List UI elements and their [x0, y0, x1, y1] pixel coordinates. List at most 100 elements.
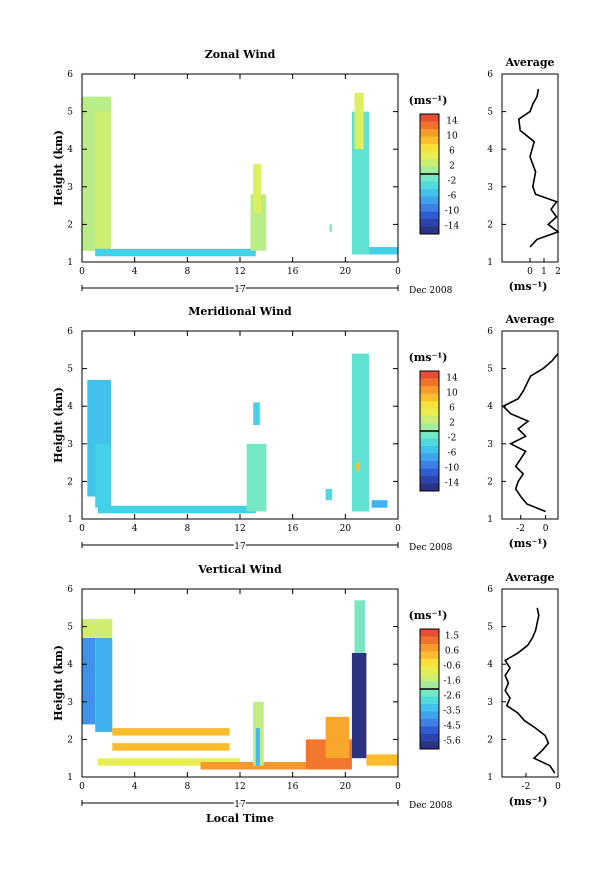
average-y-tick-label: 3 — [487, 698, 493, 708]
colorbar-swatch — [420, 114, 439, 122]
data-region — [253, 402, 260, 425]
colorbar-swatch — [420, 438, 439, 447]
y-tick-label: 6 — [67, 70, 73, 80]
colorbar-swatch — [420, 674, 439, 682]
data-region — [97, 505, 256, 514]
date-label: Dec 2008 — [409, 286, 453, 296]
data-region — [325, 716, 350, 759]
data-region — [351, 652, 367, 759]
colorbar-swatch — [420, 219, 439, 227]
y-tick-label: 6 — [67, 327, 73, 337]
x-tick-label: 4 — [132, 782, 138, 792]
average-y-tick-label: 5 — [487, 108, 493, 118]
colorbar-unit-label: (ms⁻¹) — [409, 351, 448, 364]
average-y-tick-label: 5 — [487, 623, 493, 633]
colorbar-tick-label: -3.5 — [443, 707, 461, 717]
colorbar-swatch — [420, 166, 439, 175]
colorbar-tick-label: -5.6 — [443, 737, 461, 747]
colorbar-swatch — [420, 468, 439, 477]
colorbar-tick-label: 14 — [446, 117, 458, 127]
average-title: Average — [504, 56, 554, 69]
colorbar-unit-label: (ms⁻¹) — [409, 609, 448, 622]
colorbar-swatch — [420, 371, 439, 379]
colorbar-swatch — [420, 151, 439, 160]
colorbar-tick-label: -2 — [448, 434, 457, 444]
y-axis-label: Height (km) — [52, 130, 65, 206]
colorbar-swatch — [420, 393, 439, 402]
x-tick-label: 0 — [395, 267, 401, 277]
x-tick-label: 0 — [395, 782, 401, 792]
data-region — [366, 754, 398, 766]
x-tick-label: 16 — [287, 524, 299, 534]
x-tick-label: 20 — [340, 267, 352, 277]
colorbar-swatch — [420, 129, 439, 137]
y-tick-label: 5 — [67, 108, 73, 118]
y-tick-label: 4 — [67, 145, 73, 155]
average-title: Average — [504, 571, 554, 584]
data-region — [95, 443, 111, 508]
average-frame — [501, 588, 559, 778]
colorbar-swatch — [420, 226, 439, 235]
colorbar-swatch — [420, 211, 439, 220]
panel-title: Zonal Wind — [205, 48, 276, 61]
colorbar-swatch — [420, 196, 439, 205]
local-time-xlabel: Local Time — [206, 812, 274, 825]
average-frame — [501, 73, 559, 263]
date-label: Dec 2008 — [409, 801, 453, 811]
colorbar-swatch — [420, 181, 439, 190]
colorbar-swatch — [420, 636, 439, 645]
x-tick-label: 0 — [79, 267, 85, 277]
y-tick-label: 5 — [67, 365, 73, 375]
x-tick-label: 12 — [234, 524, 245, 534]
colorbar-swatch — [420, 681, 439, 690]
colorbar-tick-label: -14 — [445, 222, 460, 232]
x-tick-label: 16 — [287, 782, 299, 792]
average-y-tick-label: 4 — [487, 402, 493, 412]
data-region — [82, 637, 96, 725]
colorbar-swatch — [420, 726, 439, 735]
date-label: Dec 2008 — [409, 543, 453, 553]
data-region — [355, 462, 360, 471]
average-y-tick-label: 6 — [487, 327, 493, 337]
x-tick-label: 0 — [79, 782, 85, 792]
plot-frame — [81, 73, 399, 263]
average-x-tick-label: 2 — [555, 267, 561, 277]
average-title: Average — [504, 313, 554, 326]
colorbar-tick-label: -10 — [445, 207, 460, 217]
data-region — [95, 248, 256, 257]
colorbar-swatch — [420, 476, 439, 484]
y-axis-label: Height (km) — [52, 387, 65, 463]
average-profile-line — [504, 607, 556, 774]
panel-title: Meridional Wind — [188, 305, 292, 318]
y-tick-label: 3 — [67, 440, 73, 450]
colorbar-tick-label: -4.5 — [443, 722, 461, 732]
data-region — [200, 762, 313, 770]
data-region — [253, 164, 262, 214]
average-y-tick-label: 3 — [487, 183, 493, 193]
average-frame — [501, 330, 559, 520]
colorbar-swatch — [420, 446, 439, 454]
colorbar-tick-label: 6 — [449, 404, 455, 414]
colorbar-swatch — [420, 136, 439, 145]
average-y-tick-label: 2 — [487, 220, 493, 230]
data-region — [371, 500, 388, 508]
data-region — [112, 728, 230, 736]
colorbar-tick-label: 14 — [446, 374, 458, 384]
colorbar-tick-label: -1.6 — [443, 677, 461, 687]
average-x-tick-label: 0 — [543, 524, 549, 534]
colorbar-swatch — [420, 696, 439, 705]
colorbar-swatch — [420, 651, 439, 660]
average-y-tick-label: 1 — [487, 258, 493, 268]
data-region — [82, 619, 113, 638]
average-y-tick-label: 1 — [487, 515, 493, 525]
average-unit-label: (ms⁻¹) — [509, 537, 548, 550]
colorbar-swatch — [420, 659, 439, 667]
colorbar-tick-label: 2 — [449, 419, 455, 429]
x-tick-label: 4 — [132, 267, 138, 277]
colorbar-swatch — [420, 689, 439, 697]
average-x-tick-label: -2 — [522, 782, 531, 792]
data-region — [369, 247, 398, 255]
average-unit-label: (ms⁻¹) — [509, 795, 548, 808]
